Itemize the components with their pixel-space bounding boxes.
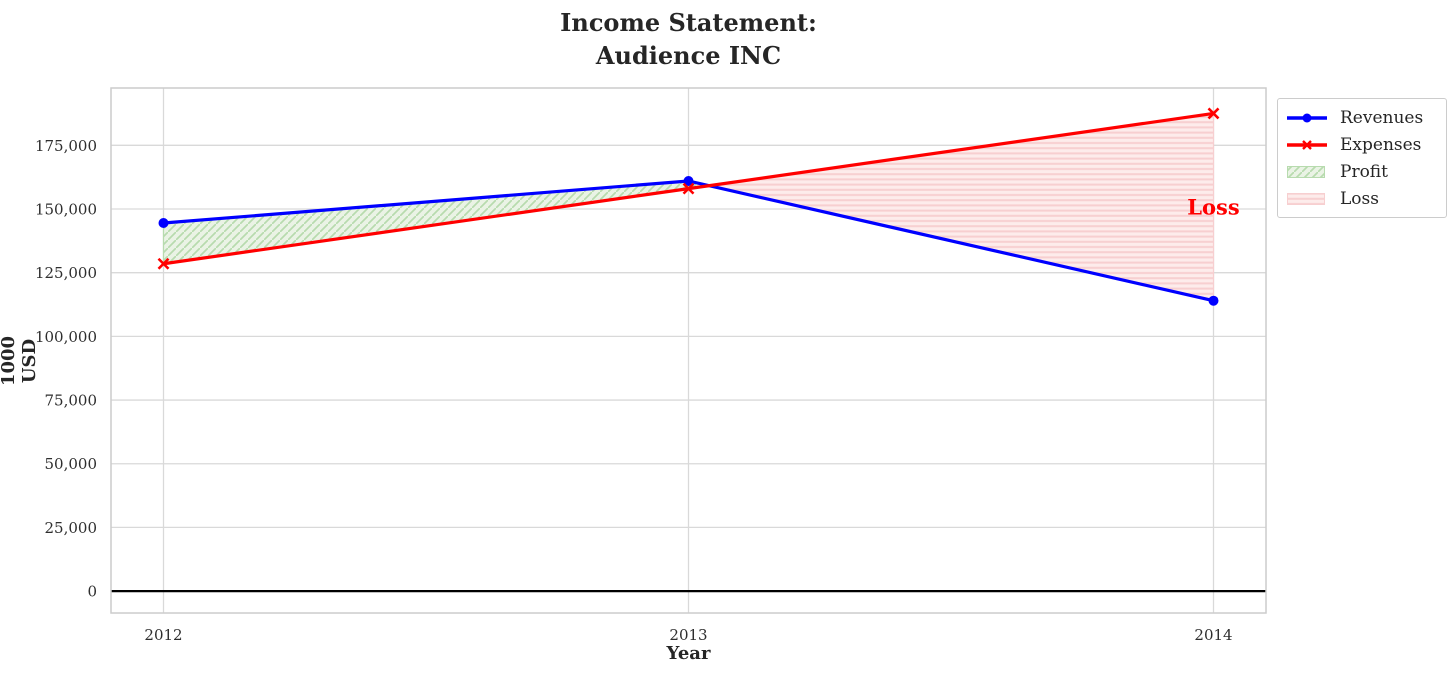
expenses-marker [1207,107,1220,120]
profit-hatch-icon [1287,165,1325,178]
y-tick-label: 75,000 [45,392,98,410]
y-tick-label: 50,000 [45,455,98,473]
y-tick-label: 125,000 [35,264,97,282]
legend-item-loss: Loss [1286,185,1438,212]
y-tick-label: 25,000 [45,519,98,537]
loss-annotation: Loss [1187,195,1239,220]
revenues-marker [683,175,694,186]
x-tick-label: 2013 [669,626,707,644]
x-tick-label: 2014 [1194,626,1232,644]
expenses-marker-icon [1302,139,1312,150]
y-tick-label: 0 [87,583,97,601]
legend-item-expenses: Expenses [1286,131,1438,158]
legend-label-revenues: Revenues [1340,107,1424,128]
revenues-marker-icon [1302,113,1312,122]
loss-hatch-icon [1287,192,1325,205]
y-tick-label: 100,000 [35,328,97,346]
x-axis-label: Year [666,643,711,664]
y-tick-label: 150,000 [35,200,97,218]
expenses-marker [157,257,170,270]
expenses-line-swatch [1287,139,1327,150]
revenues-marker [1208,295,1219,306]
revenues-line-swatch [1287,113,1327,122]
chart-title-line1: Income Statement: [560,8,817,37]
y-tick-label: 175,000 [35,137,97,155]
chart-title: Income Statement: Audience INC [111,6,1266,72]
x-tick-label: 2012 [144,626,182,644]
legend-label-expenses: Expenses [1340,134,1422,155]
legend-label-loss: Loss [1340,188,1379,209]
legend-item-revenues: Revenues [1286,104,1438,131]
loss-swatch [1287,192,1325,205]
profit-swatch [1287,165,1325,178]
y-axis-label: 1000 USD [0,335,40,387]
legend-label-profit: Profit [1340,161,1388,182]
plot-border [110,87,1267,614]
revenues-marker [158,218,169,229]
legend-item-profit: Profit [1286,158,1438,185]
chart-title-line2: Audience INC [595,41,782,70]
legend: Revenues Expenses Profit Loss [1277,98,1447,218]
expenses-marker [682,182,695,195]
